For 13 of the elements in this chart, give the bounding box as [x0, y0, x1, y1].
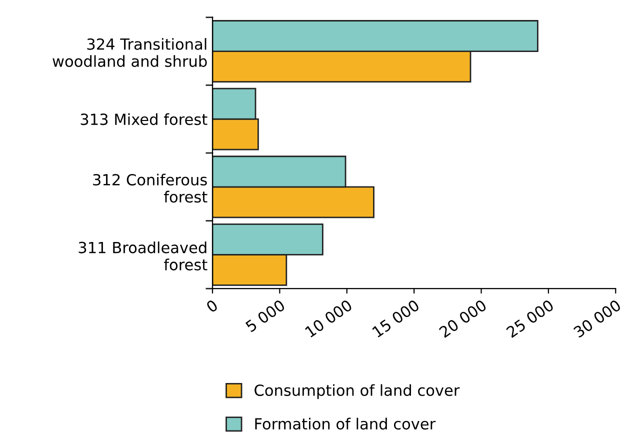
y-tick-label: 311 Broadleaved forest — [78, 242, 208, 270]
x-tick-label: 5 000 — [244, 299, 286, 332]
x-tick-label: 15 000 — [372, 299, 420, 338]
x-tick-label: 10 000 — [304, 299, 353, 338]
y-tick-label: 324 Transitional woodland and shrub — [52, 38, 207, 68]
x-tick-label: 25 000 — [506, 299, 554, 338]
y-tick-label: 312 Coniferous forest — [93, 174, 208, 203]
legend-label: Consumption of land cover — [254, 384, 460, 399]
x-tick-label: 20 000 — [438, 299, 488, 338]
x-tick-label: 30 000 — [572, 299, 622, 338]
legend-label: Formation of land cover — [255, 418, 436, 430]
x-tick-label: 0 — [206, 299, 218, 314]
y-tick-label: 313 Mixed forest — [80, 113, 208, 126]
